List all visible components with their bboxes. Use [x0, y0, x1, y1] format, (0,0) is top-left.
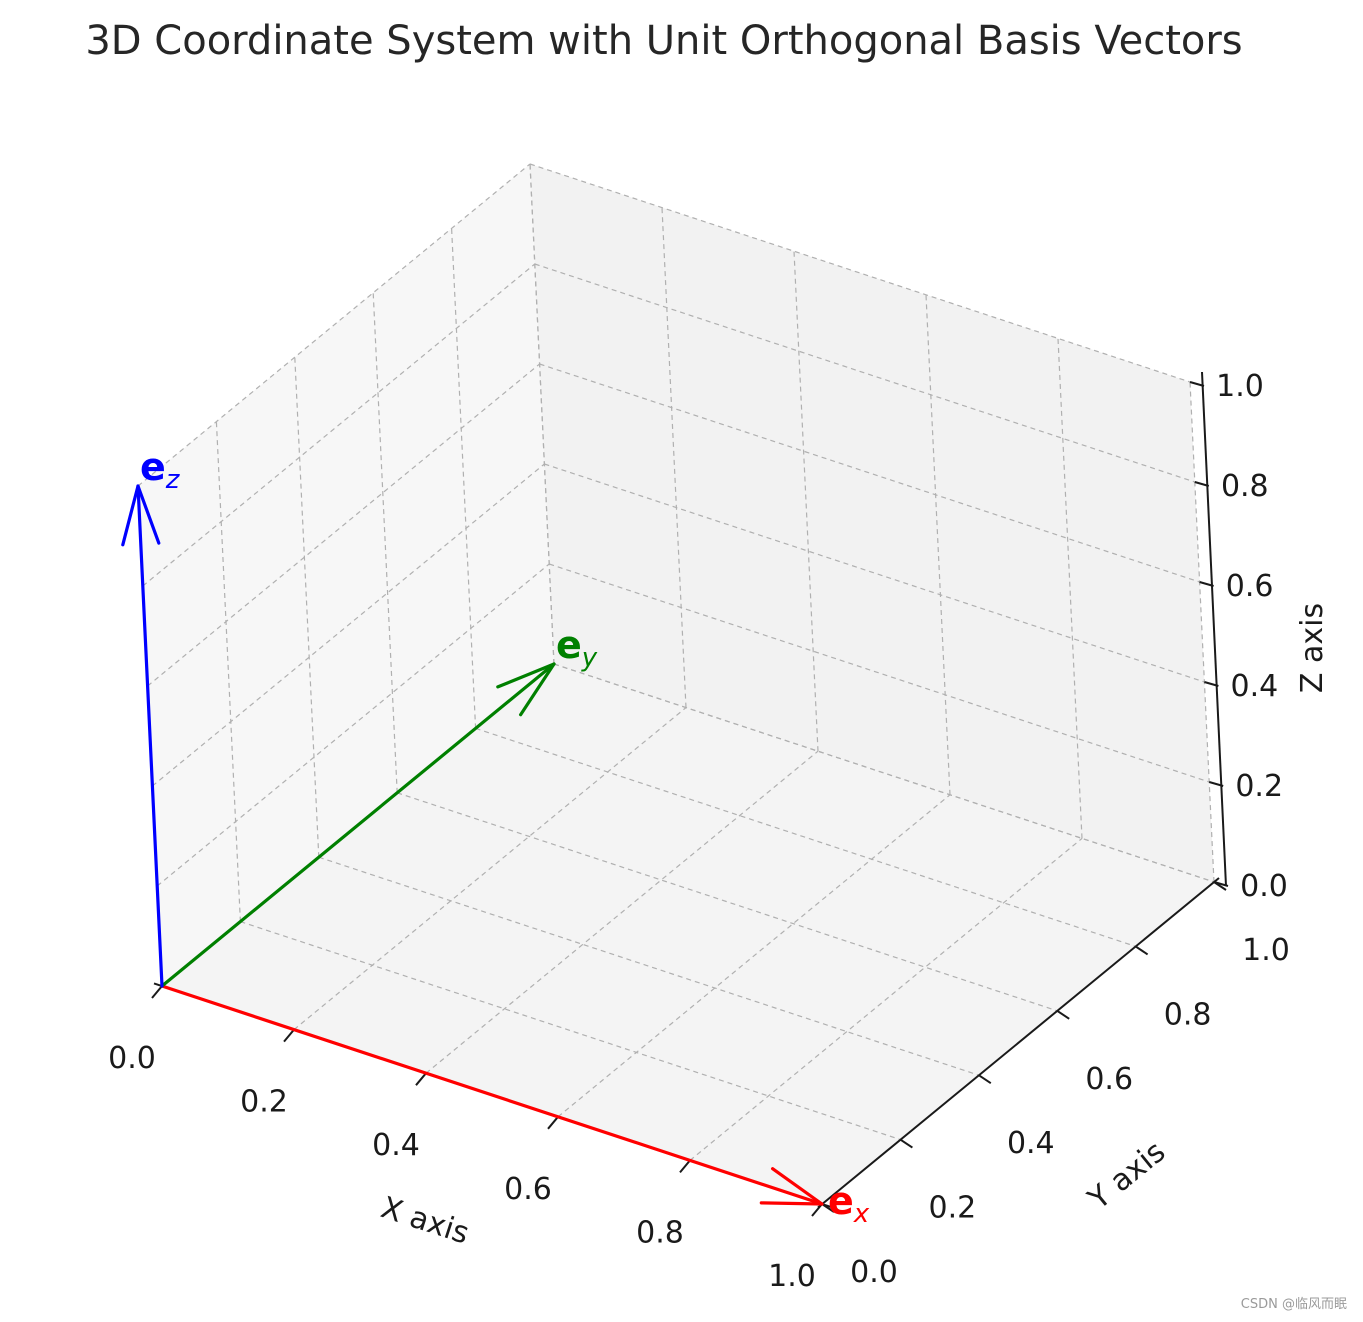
x-tick-mark — [415, 1072, 427, 1086]
grid-line-side-z — [152, 463, 545, 787]
vector-z: ez — [121, 445, 181, 988]
grid-line-back-z — [534, 263, 1195, 483]
grid-line-floor-x — [557, 794, 951, 1118]
z-tick-mark — [1199, 581, 1214, 587]
vector-z-label: ez — [140, 445, 181, 495]
y-axis-label: Y axis — [1081, 1134, 1172, 1217]
tick-labels: 0.0 0.2 0.4 0.6 0.8 1.0 0.0 0.2 0.4 0.6 0.8 1.0 0.0 0… — [108, 369, 1290, 1294]
y-tick-label: 0.8 — [1164, 997, 1212, 1032]
grid-line-back-z — [544, 463, 1205, 683]
vector-y-shaft — [160, 662, 556, 988]
vector-y-label: ey — [556, 623, 598, 673]
y-tick-label: 0.0 — [850, 1255, 898, 1290]
y-tick-mark — [1056, 1009, 1070, 1020]
grid-line-back-x — [925, 294, 951, 795]
grid-line-back-z — [549, 563, 1210, 783]
y-tick-label: 0.4 — [1007, 1126, 1055, 1161]
x-tick-label: 0.6 — [504, 1172, 552, 1207]
y-tick-mark — [821, 1203, 835, 1213]
vector-x-shaft — [160, 984, 824, 1206]
x-tick-mark — [151, 985, 163, 999]
x-tick-label: 0.2 — [240, 1085, 288, 1120]
grid-line-side-y — [372, 292, 398, 793]
grid-line-back-x — [1057, 338, 1083, 839]
y-axis-line — [817, 877, 1220, 1209]
x-tick-label: 0.4 — [372, 1128, 420, 1163]
vector-z-head — [121, 484, 161, 547]
x-tick-mark — [547, 1116, 559, 1130]
grid-line-side-y — [529, 163, 555, 665]
z-tick-label: 0.8 — [1221, 469, 1269, 504]
z-tick-mark — [1189, 381, 1205, 387]
y-tick-label: 0.2 — [929, 1191, 977, 1226]
grid-line-floor-x — [425, 750, 819, 1074]
grid-line-back-x — [1189, 381, 1215, 883]
z-tick-label: 0.2 — [1235, 769, 1283, 804]
x-tick-label: 0.8 — [636, 1215, 684, 1250]
z-axis-label: Z axis — [1295, 603, 1330, 693]
vector-x-label: ex — [828, 1179, 870, 1229]
side-pane — [138, 164, 554, 986]
grid-line-floor-x — [293, 707, 687, 1031]
z-tick-mark — [1194, 481, 1210, 487]
grid-line-side-y — [215, 421, 241, 922]
vector-z-shaft — [136, 484, 164, 988]
axes-panes — [138, 164, 1214, 1204]
grid-line-floor-y — [397, 792, 1058, 1012]
vector-y-head — [496, 662, 556, 717]
x-tick-label: 0.0 — [108, 1041, 156, 1076]
z-tick-label: 0.6 — [1226, 569, 1274, 604]
z-axis-line — [1201, 371, 1227, 887]
z-tick-mark — [1213, 881, 1229, 887]
basis-vectors: ex ey ez — [121, 445, 870, 1229]
grid-line-side-z — [137, 163, 531, 487]
grid-line-back-x — [661, 207, 687, 708]
y-tick-mark — [1135, 945, 1149, 956]
x-axis-label: X axis — [377, 1190, 474, 1251]
z-tick-mark — [1204, 681, 1219, 687]
x-tick-mark — [283, 1028, 295, 1043]
grid-line-floor-y — [240, 921, 901, 1141]
grid-line-side-z — [156, 563, 550, 887]
x-tick-mark — [679, 1159, 691, 1174]
grid-line-floor-x — [689, 837, 1083, 1161]
grid-line-back-z — [553, 663, 1215, 883]
z-tick-label: 0.0 — [1240, 869, 1288, 904]
grid-line-back-z — [529, 163, 1191, 383]
y-tick-mark — [978, 1074, 992, 1085]
grid-line-floor-y — [475, 727, 1136, 947]
y-tick-label: 1.0 — [1242, 933, 1290, 968]
grid-line-side-z — [142, 263, 536, 587]
z-tick-label: 1.0 — [1216, 369, 1264, 404]
x-tick-mark — [811, 1203, 823, 1217]
x-tick-label: 1.0 — [768, 1259, 816, 1294]
vector-x-head — [759, 1167, 824, 1206]
grid-line-back-z — [539, 363, 1200, 583]
z-tick-mark — [1208, 781, 1224, 787]
floor-pane — [162, 664, 1214, 1204]
grid-line-floor-y — [318, 856, 979, 1076]
grid-line-side-z — [147, 363, 540, 687]
vector-y: ey — [160, 623, 598, 988]
back-pane — [530, 164, 1214, 882]
y-tick-mark — [899, 1138, 913, 1149]
z-tick-label: 0.4 — [1231, 669, 1279, 704]
grid-line-back-x — [793, 251, 819, 752]
watermark: CSDN @临风而眠 — [1240, 1297, 1347, 1312]
vector-x: ex — [160, 984, 870, 1229]
grid-line-side-y — [294, 357, 320, 858]
chart-title: 3D Coordinate System with Unit Orthogona… — [85, 18, 1242, 64]
y-tick-label: 0.6 — [1085, 1062, 1133, 1097]
grid-line-side-y — [451, 228, 477, 729]
